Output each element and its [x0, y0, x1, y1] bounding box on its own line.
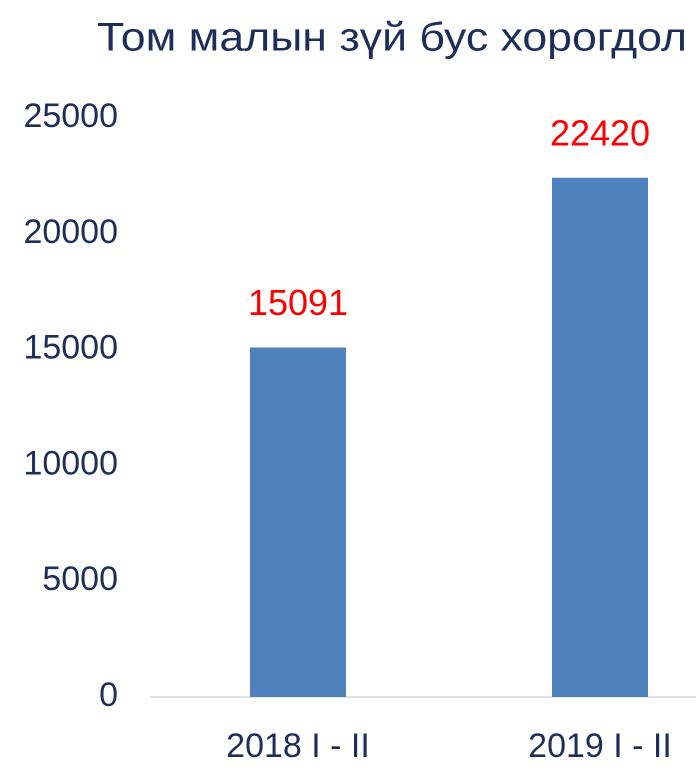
data-label: 22420: [550, 112, 650, 153]
bar: [552, 177, 648, 697]
y-tick-label: 0: [99, 676, 118, 714]
y-tick-label: 5000: [42, 560, 118, 598]
y-tick-label: 10000: [23, 444, 118, 482]
y-tick-label: 25000: [23, 97, 118, 135]
y-tick-label: 15000: [23, 329, 118, 367]
data-label: 15091: [248, 282, 348, 323]
chart-title: Том малын зүй бус хорогдол: [97, 16, 687, 60]
x-tick-label: 2019 I - II: [528, 727, 672, 765]
bar: [250, 347, 346, 697]
x-tick-label: 2018 I - II: [226, 727, 370, 765]
y-tick-label: 20000: [23, 213, 118, 251]
